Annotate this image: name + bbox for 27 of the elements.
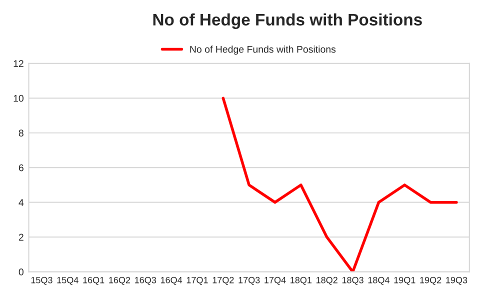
x-tick-label: 18Q1 (290, 276, 312, 285)
y-tick-label: 2 (18, 234, 24, 241)
y-tick-label: 12 (14, 60, 24, 67)
x-tick-label: 15Q3 (31, 276, 52, 285)
y-tick-label: 0 (18, 268, 24, 276)
y-tick-label: 6 (18, 164, 24, 172)
line-series (222, 96, 458, 272)
x-tick-label: 17Q1 (186, 276, 208, 285)
chart-title: No of Hedge Funds with Positions (153, 13, 422, 29)
x-tick-label: 17Q3 (238, 276, 260, 285)
y-tick-label: 10 (14, 94, 24, 102)
x-tick-label: 18Q4 (368, 276, 390, 285)
x-tick-label: 18Q2 (316, 276, 338, 285)
x-tick-label: 18Q3 (342, 276, 364, 285)
x-tick-label: 16Q3 (135, 276, 156, 285)
x-tick-label: 19Q1 (394, 276, 416, 285)
x-tick-label: 16Q2 (109, 276, 130, 285)
x-tick-label: 16Q1 (83, 276, 104, 285)
x-tick-label: 17Q2 (212, 276, 234, 285)
x-tick-label: 15Q4 (57, 276, 78, 285)
x-tick-label: 16Q4 (160, 276, 182, 285)
y-tick-label: 8 (18, 130, 24, 136)
y-tick-label: 4 (18, 199, 24, 206)
x-tick-label: 19Q3 (446, 276, 468, 285)
legend-label: No of Hedge Funds with Positions (190, 46, 336, 55)
x-tick-label: 19Q2 (420, 276, 442, 285)
x-tick-label: 17Q4 (264, 276, 286, 285)
